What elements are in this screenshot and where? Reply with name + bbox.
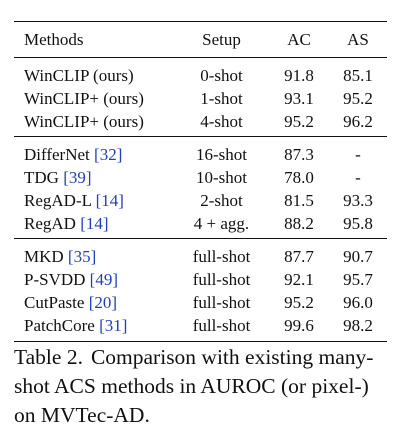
method-cell: RegAD [14] xyxy=(14,212,174,239)
setup-cell: full-shot xyxy=(174,238,269,268)
citation-link[interactable]: [31] xyxy=(99,316,128,335)
setup-cell: 4 + agg. xyxy=(193,214,250,233)
as-cell: 90.7 xyxy=(329,238,387,268)
citation-link[interactable]: [20] xyxy=(88,293,118,312)
citation-link[interactable]: [35] xyxy=(67,247,97,266)
method-name: TDG xyxy=(24,168,59,187)
ac-cell: 87.3 xyxy=(269,136,329,166)
table-row: P-SVDD [49] full-shot 92.1 95.7 xyxy=(14,268,387,291)
method-cell: WinCLIP (ours) xyxy=(14,58,174,88)
citation-link[interactable]: [14] xyxy=(80,214,109,233)
as-cell: 93.3 xyxy=(343,191,373,210)
ac-cell: 81.5 xyxy=(284,191,314,210)
method-cell: TDG [39] xyxy=(14,166,174,189)
table-header-row: Methods Setup AC AS xyxy=(14,21,387,58)
citation-link[interactable]: [49] xyxy=(89,270,118,289)
as-cell: 95.2 xyxy=(343,89,373,108)
as-cell: 85.1 xyxy=(343,66,373,85)
citation-link[interactable]: [39] xyxy=(63,168,92,187)
method-cell: DifferNet [32] xyxy=(14,136,174,166)
method-name: PatchCore xyxy=(24,316,95,335)
ac-cell: 78.0 xyxy=(284,168,314,187)
ac-cell: 99.6 xyxy=(269,314,329,342)
setup-cell: 4-shot xyxy=(200,112,243,131)
table-row: WinCLIP+ (ours) 4-shot 95.2 96.2 xyxy=(14,110,387,137)
header-methods: Methods xyxy=(14,21,174,58)
method-name: WinCLIP+ (ours) xyxy=(24,89,144,108)
table-row: WinCLIP+ (ours) 1-shot 93.1 95.2 xyxy=(14,87,387,110)
setup-cell: full-shot xyxy=(192,293,251,312)
table-row: DifferNet [32] 16-shot 87.3- xyxy=(14,136,387,166)
ac-cell: 95.2 xyxy=(284,112,314,131)
setup-cell: 16-shot xyxy=(174,136,269,166)
ac-cell: 93.1 xyxy=(284,89,314,108)
as-cell: - xyxy=(355,168,361,187)
table-row: CutPaste [20] full-shot 95.2 96.0 xyxy=(14,291,387,314)
table-row: RegAD-L [14] 2-shot 81.5 93.3 xyxy=(14,189,387,212)
comparison-table-container: Methods Setup AC AS WinCLIP (ours) 0-shot… xyxy=(14,21,387,342)
header-setup: Setup xyxy=(174,21,269,58)
table-caption: Table 2. Comparison with existing many-sh… xyxy=(14,343,392,430)
method-name: RegAD-L xyxy=(24,191,92,210)
header-ac: AC xyxy=(269,21,329,58)
setup-cell: 0-shot xyxy=(200,66,243,85)
method-name: MKD xyxy=(24,247,64,266)
citation-link[interactable]: [14] xyxy=(95,191,124,210)
as-cell: 96.0 xyxy=(343,293,373,312)
setup-cell: full-shot xyxy=(174,314,269,342)
method-cell: PatchCore [31] xyxy=(14,314,174,342)
method-name: P-SVDD xyxy=(24,270,86,289)
table-row: RegAD [14] 4 + agg. 88.2 95.8 xyxy=(14,212,387,239)
method-cell: WinCLIP+ (ours) xyxy=(14,87,174,110)
method-name: CutPaste xyxy=(24,293,85,312)
as-cell: - xyxy=(329,136,387,166)
method-name: RegAD xyxy=(24,214,76,233)
caption-label: Table 2. xyxy=(14,345,83,369)
ac-cell: 92.1 xyxy=(284,270,314,289)
as-cell: 95.7 xyxy=(343,270,373,289)
method-cell: MKD [35] xyxy=(14,238,174,268)
caption-text: Comparison with existing many-shot ACS m… xyxy=(14,345,374,427)
method-cell: CutPaste [20] xyxy=(14,291,174,314)
ac-cell: 88.2 xyxy=(284,214,314,233)
table-body: WinCLIP (ours) 0-shot 91.8 85.1 WinCLIP+ (ou… xyxy=(14,58,387,342)
as-cell: 95.8 xyxy=(343,214,373,233)
method-cell: WinCLIP+ (ours) xyxy=(14,110,174,137)
table-row: WinCLIP (ours) 0-shot 91.8 85.1 xyxy=(14,58,387,88)
ac-cell: 95.2 xyxy=(284,293,314,312)
table-row: TDG [39] 10-shot 78.0 - xyxy=(14,166,387,189)
table-row: PatchCore [31] full-shot 99.6 98.2 xyxy=(14,314,387,342)
ac-cell: 87.7 xyxy=(269,238,329,268)
as-cell: 96.2 xyxy=(343,112,373,131)
table-row: MKD [35] full-shot 87.7 90.7 xyxy=(14,238,387,268)
as-cell: 98.2 xyxy=(329,314,387,342)
ac-cell: 91.8 xyxy=(284,66,314,85)
comparison-table: Methods Setup AC AS WinCLIP (ours) 0-shot… xyxy=(14,21,387,342)
citation-link[interactable]: [32] xyxy=(94,145,123,164)
setup-cell: 2-shot xyxy=(200,191,243,210)
setup-cell: full-shot xyxy=(192,270,251,289)
method-cell: P-SVDD [49] xyxy=(14,268,174,291)
method-cell: RegAD-L [14] xyxy=(14,189,174,212)
header-as: AS xyxy=(329,21,387,58)
method-name: DifferNet xyxy=(24,145,90,164)
method-name: WinCLIP+ (ours) xyxy=(24,112,144,131)
setup-cell: 10-shot xyxy=(196,168,247,187)
method-name: WinCLIP (ours) xyxy=(24,66,134,85)
setup-cell: 1-shot xyxy=(200,89,243,108)
